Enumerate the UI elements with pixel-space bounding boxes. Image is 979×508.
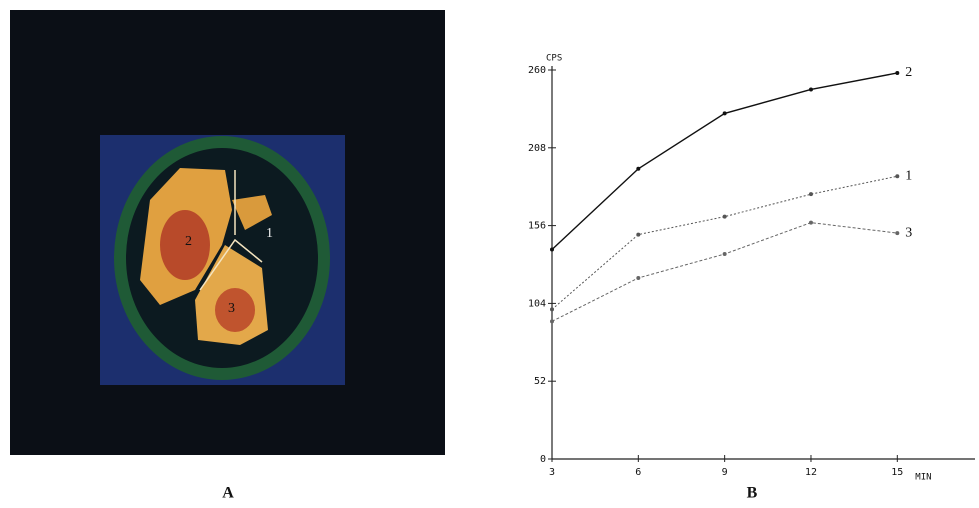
data-point — [550, 319, 554, 324]
data-point — [808, 220, 813, 225]
data-point — [550, 247, 554, 252]
series-label: 3 — [905, 225, 912, 240]
y-tick-label: 156 — [528, 221, 546, 232]
x-tick-label: 15 — [891, 467, 903, 478]
y-tick-label: 52 — [534, 376, 546, 387]
data-point — [550, 307, 554, 312]
data-point — [808, 87, 813, 92]
data-point — [808, 192, 813, 197]
hot-spot — [215, 288, 255, 332]
y-axis-label: CPS — [546, 54, 562, 64]
data-point — [895, 174, 900, 179]
region-edge — [232, 195, 272, 230]
x-tick-label: 3 — [549, 467, 555, 478]
chart: 0 52 104 156 208 260 3 6 9 12 15 CPS MIN 2 1 3 — [528, 54, 975, 483]
region-label: 2 — [185, 234, 192, 249]
x-tick-label: 6 — [635, 467, 641, 478]
region-label: 3 — [228, 301, 235, 316]
y-tick-label: 104 — [528, 298, 546, 309]
panel-label: B — [747, 485, 758, 502]
panel-label: A — [222, 485, 234, 502]
y-tick-label: 0 — [540, 454, 546, 465]
series-label: 1 — [905, 168, 912, 183]
data-point — [722, 111, 727, 116]
region-label: 1 — [266, 226, 273, 241]
data-point — [895, 231, 900, 236]
data-point — [636, 275, 641, 280]
data-point — [722, 214, 727, 219]
x-axis-label: MIN — [915, 473, 931, 483]
scan-image: 1 2 3 — [10, 10, 445, 455]
series-line — [551, 72, 898, 251]
y-tick-label: 208 — [528, 143, 546, 154]
series-label: 2 — [905, 65, 912, 80]
hot-spot — [160, 210, 210, 280]
series-line — [551, 222, 898, 322]
y-tick-label: 260 — [528, 65, 546, 76]
x-tick-label: 9 — [722, 467, 728, 478]
series-line — [551, 175, 898, 310]
data-point — [636, 166, 641, 171]
region-border — [199, 170, 263, 291]
data-point — [636, 232, 641, 237]
data-point — [722, 252, 727, 257]
data-point — [895, 70, 900, 75]
x-tick-label: 12 — [805, 467, 817, 478]
